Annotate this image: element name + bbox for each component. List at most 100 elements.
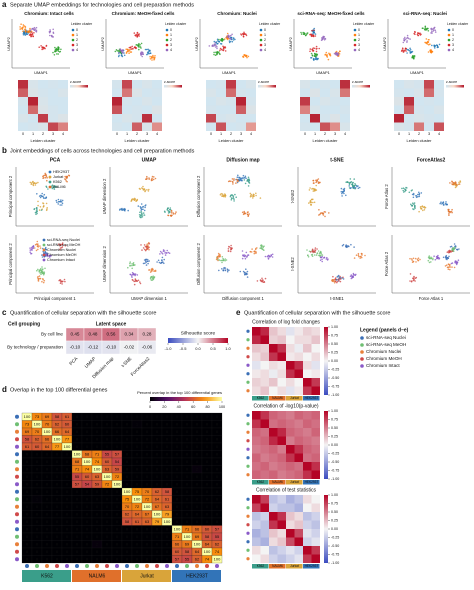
legend-label: 2 <box>170 38 172 42</box>
heatmap-cell <box>311 361 320 370</box>
column-marker <box>145 564 149 568</box>
scatter-dot <box>412 260 415 263</box>
tick-label: 0.50 <box>331 342 338 346</box>
heatmap-cell <box>330 88 340 97</box>
scatter-dot <box>158 261 161 264</box>
scatter-dot <box>402 48 404 50</box>
scatter-dot <box>341 244 344 247</box>
group-bar <box>303 564 320 569</box>
scatter-dot <box>133 46 136 49</box>
cell-label: 0 <box>46 534 49 539</box>
cell-label: 0 <box>206 496 209 501</box>
scatter-dot <box>229 250 232 253</box>
scatter-dot <box>271 256 274 258</box>
scatter-dot <box>337 53 339 56</box>
cell-label: 60 <box>105 459 110 464</box>
scatter-dot <box>42 177 44 179</box>
heatmap-cell <box>294 546 303 555</box>
scatter-dot <box>36 240 39 243</box>
scatter-dot <box>446 258 448 261</box>
heatmap-cell <box>216 114 226 123</box>
scatter-dot <box>353 257 356 259</box>
scatter-dot <box>315 50 318 53</box>
scatter-dot <box>131 45 133 48</box>
scatter-dot <box>355 254 358 256</box>
scatter-dot <box>229 35 231 37</box>
scatter-dot <box>138 48 140 51</box>
x-tick-label: 2 <box>324 132 326 136</box>
scatter-dot <box>305 33 308 36</box>
scatter-dot <box>56 201 58 204</box>
scatter-dot <box>432 257 434 260</box>
heatmap-cell <box>112 122 122 131</box>
legend-marker <box>353 38 357 42</box>
scatter-dot <box>21 28 24 31</box>
scatter-dot <box>267 258 270 260</box>
cell-label: 60 <box>85 474 90 479</box>
scatter-dot <box>33 29 36 32</box>
scatter-dot <box>143 244 146 246</box>
heatmap-cell <box>311 419 320 428</box>
heatmap-cell <box>286 470 295 479</box>
legend-label: 0 <box>170 28 172 32</box>
legend-label: Chromium MeOH <box>47 253 77 257</box>
x-tick-label: 1 <box>32 132 34 136</box>
scatter-dot <box>150 55 153 58</box>
cell-label: 0.34 <box>125 332 134 337</box>
scatter-dot <box>141 249 143 251</box>
scatter-dot <box>57 243 60 245</box>
cell-label: 0 <box>196 436 199 441</box>
cell-label: 0 <box>36 451 39 456</box>
scatter-dot <box>438 43 441 46</box>
heatmap-cell <box>277 445 286 454</box>
column-marker <box>55 564 59 568</box>
scatter-dot <box>166 209 168 211</box>
cell-label: 0 <box>86 444 89 449</box>
heatmap-cell <box>137 340 157 355</box>
scatter-dot <box>402 50 405 52</box>
scatter-dot <box>308 189 311 191</box>
scatter-dot <box>437 46 439 48</box>
scatter-dot <box>146 189 148 191</box>
scatter-dot <box>243 272 246 274</box>
cell-label: 0 <box>206 444 209 449</box>
heatmap-cell <box>414 105 424 114</box>
cell-label: 0 <box>136 459 139 464</box>
panel-title: Joint embeddings of cells across technol… <box>10 148 195 154</box>
plot-title: ForceAtlas2 <box>417 157 446 163</box>
cell-label: 0 <box>96 436 99 441</box>
cell-label: 0 <box>46 556 49 561</box>
scatter-dot <box>251 195 253 197</box>
scatter-dot <box>60 199 62 201</box>
cell-label: 0 <box>186 429 189 434</box>
cell-label: 0 <box>86 429 89 434</box>
scatter-dot <box>314 35 317 37</box>
scatter-dot <box>458 181 460 184</box>
scatter-dot <box>140 203 143 205</box>
scatter-dot <box>175 211 177 213</box>
scatter-dot <box>404 188 406 190</box>
cell-label: 0 <box>56 541 59 546</box>
scatter-dot <box>153 276 156 279</box>
heatmap-cell <box>260 327 269 336</box>
tick-label: 1.00 <box>331 409 338 413</box>
scatter-dot <box>406 36 409 39</box>
scatter-dot <box>416 258 419 261</box>
cell-label: 0 <box>86 504 89 509</box>
cell-label: 57 <box>215 526 220 531</box>
legend-marker <box>353 28 357 32</box>
plot-title: Diffusion map <box>226 157 259 163</box>
scatter-dot <box>129 265 131 267</box>
cell-label: 0 <box>146 459 149 464</box>
x-axis-label: UMAP1 <box>222 70 237 75</box>
heatmap-cell <box>311 411 320 420</box>
tick-label: 1.00 <box>331 325 338 329</box>
cell-label: 0 <box>166 414 169 419</box>
heatmap-cell <box>28 97 38 106</box>
heatmap-cell <box>260 453 269 462</box>
legend-title: Leiden cluster <box>165 22 187 26</box>
group-bar <box>286 396 303 401</box>
scatter-dot <box>43 272 45 275</box>
legend-marker <box>447 38 451 42</box>
y-axis-label: Principal component 2 <box>8 175 13 217</box>
